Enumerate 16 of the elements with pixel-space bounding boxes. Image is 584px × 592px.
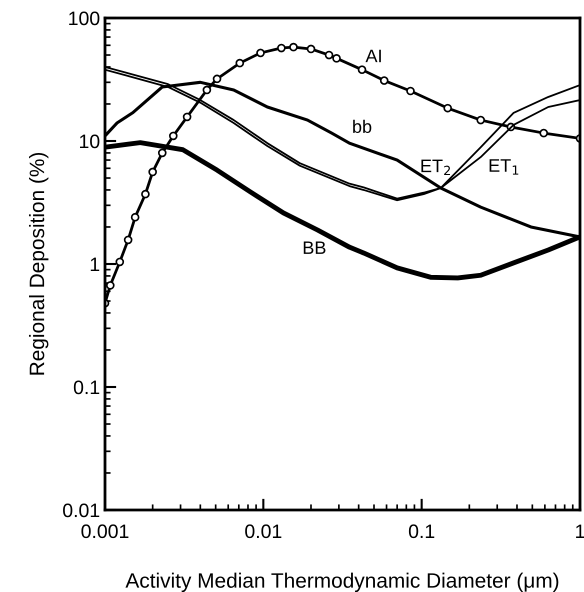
y-tick-label: 100 (69, 11, 100, 26)
y-tick-label: 0.01 (63, 503, 100, 518)
y-tick-label: 1 (90, 258, 100, 272)
series-label: bb (353, 120, 372, 134)
series-label: ET$_{2}$ (421, 160, 450, 176)
series-label: BB (304, 241, 326, 254)
y-axis-title: Regional Deposition (%) (28, 152, 48, 375)
x-tick-label: 1 (576, 524, 584, 538)
y-tick-label: 0.1 (74, 380, 100, 394)
x-tick-label: 0.1 (408, 524, 434, 538)
series-label: ET$_{1}$ (490, 159, 518, 175)
y-tick-label: 10 (80, 134, 100, 148)
series-label: AI (366, 50, 381, 62)
x-tick-label: 0.01 (245, 524, 282, 538)
x-axis-title: Activity Median Thermodynamic Diameter (μm) (125, 572, 558, 592)
x-tick-label: 0.001 (81, 524, 128, 538)
